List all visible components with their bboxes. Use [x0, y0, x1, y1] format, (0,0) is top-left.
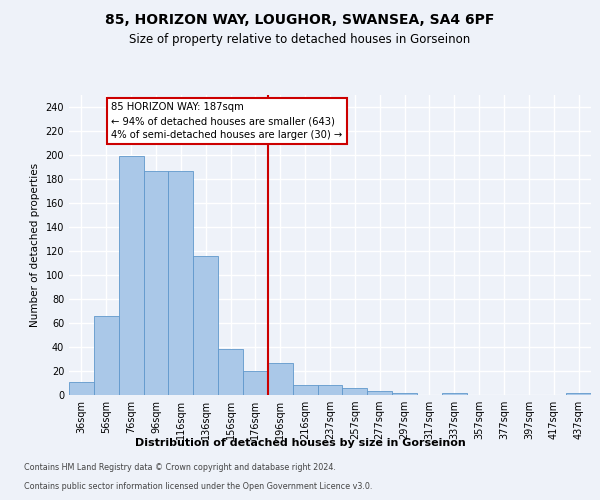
Bar [243, 371, 268, 395]
Bar [143, 170, 169, 395]
Bar [566, 392, 591, 395]
Text: Contains public sector information licensed under the Open Government Licence v3: Contains public sector information licen… [24, 482, 373, 491]
Bar [442, 392, 467, 395]
Text: 85 HORIZON WAY: 187sqm
← 94% of detached houses are smaller (643)
4% of semi-det: 85 HORIZON WAY: 187sqm ← 94% of detached… [111, 102, 343, 140]
Text: 85, HORIZON WAY, LOUGHOR, SWANSEA, SA4 6PF: 85, HORIZON WAY, LOUGHOR, SWANSEA, SA4 6… [106, 12, 494, 26]
Bar [343, 388, 367, 395]
Text: Size of property relative to detached houses in Gorseinon: Size of property relative to detached ho… [130, 32, 470, 46]
Bar [169, 170, 193, 395]
Bar [268, 362, 293, 395]
Text: Contains HM Land Registry data © Crown copyright and database right 2024.: Contains HM Land Registry data © Crown c… [24, 464, 336, 472]
Y-axis label: Number of detached properties: Number of detached properties [30, 163, 40, 327]
Bar [193, 256, 218, 395]
Bar [392, 392, 417, 395]
Bar [218, 350, 243, 395]
Bar [367, 392, 392, 395]
Bar [317, 386, 343, 395]
Bar [119, 156, 143, 395]
Text: Distribution of detached houses by size in Gorseinon: Distribution of detached houses by size … [134, 438, 466, 448]
Bar [69, 382, 94, 395]
Bar [94, 316, 119, 395]
Bar [293, 386, 317, 395]
